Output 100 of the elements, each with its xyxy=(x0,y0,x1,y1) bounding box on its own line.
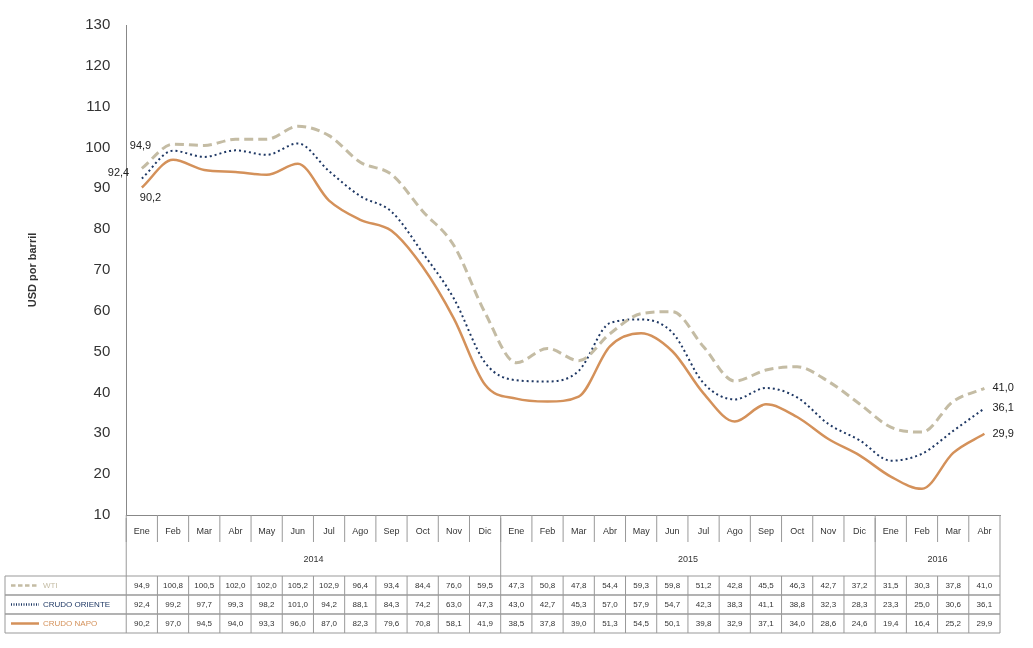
data-label: 38,5 xyxy=(508,618,525,628)
data-label: 38,8 xyxy=(789,599,806,609)
data-label: 43,0 xyxy=(508,599,525,609)
data-label: 54,4 xyxy=(602,580,619,590)
y-tick-label: 60 xyxy=(93,300,111,318)
data-label: 31,5 xyxy=(882,580,900,590)
y-tick-label: 20 xyxy=(93,464,111,482)
data-label: 58,1 xyxy=(446,618,463,628)
y-tick-label: 90 xyxy=(93,178,111,196)
data-label: 79,6 xyxy=(383,618,400,628)
x-tick-label: Ene xyxy=(133,526,150,537)
data-label: 19,4 xyxy=(882,618,900,628)
y-tick-label: 120 xyxy=(85,55,111,73)
data-label: 100,8 xyxy=(163,580,184,590)
data-label: 74,2 xyxy=(414,599,432,609)
y-tick-label: 30 xyxy=(93,423,111,441)
x-tick-label: Abr xyxy=(602,526,617,537)
data-label: 30,6 xyxy=(945,599,962,609)
data-label: 93,4 xyxy=(383,580,400,590)
text: 90,2 xyxy=(139,190,162,203)
data-label: 41,0 xyxy=(976,580,993,590)
data-label: 98,2 xyxy=(258,599,275,609)
text: 36,1 xyxy=(992,401,1014,414)
data-label: 94,0 xyxy=(227,618,244,628)
text: 92,4 xyxy=(107,165,130,178)
data-label: 45,5 xyxy=(758,580,775,590)
data-label: 94,5 xyxy=(196,618,213,628)
data-label: 90,2 xyxy=(134,618,151,628)
x-tick-label: Mar xyxy=(196,526,212,537)
data-label: 102,9 xyxy=(319,580,340,590)
data-label: 42,3 xyxy=(695,599,712,609)
data-label: 84,3 xyxy=(383,599,400,609)
data-label: 63,0 xyxy=(446,599,463,609)
text: 41,0 xyxy=(992,381,1014,394)
x-tick-label: Mar xyxy=(945,526,961,537)
x-tick-label: Dic xyxy=(853,526,867,537)
data-label: 57,0 xyxy=(602,599,619,609)
data-label: 47,3 xyxy=(477,599,494,609)
x-tick-label: Nov xyxy=(820,526,837,537)
data-label: 32,3 xyxy=(820,599,837,609)
x-tick-label: Sep xyxy=(383,526,400,537)
data-label: 47,8 xyxy=(570,580,588,590)
data-label: 101,0 xyxy=(287,599,309,609)
y-axis-title: USD por barril xyxy=(25,232,38,308)
data-label: 51,3 xyxy=(602,618,619,628)
x-tick-label: Dic xyxy=(478,526,493,537)
data-label: 28,3 xyxy=(851,599,868,609)
data-label: 100,5 xyxy=(194,580,215,590)
x-tick-label: Oct xyxy=(415,526,431,537)
y-tick-label: 80 xyxy=(93,219,111,237)
x-tick-label: Oct xyxy=(790,526,805,537)
x-tick-label: May xyxy=(632,526,651,537)
data-label: 30,3 xyxy=(914,580,931,590)
data-label: 36,1 xyxy=(976,599,993,609)
data-label: 28,6 xyxy=(820,618,837,628)
data-label: 50,8 xyxy=(539,580,556,590)
data-label: 39,8 xyxy=(695,618,712,628)
y-tick-label: 110 xyxy=(86,96,111,114)
data-label: 38,3 xyxy=(726,599,744,609)
x-tick-label: Feb xyxy=(539,526,556,537)
legend-label: CRUDO NAPO xyxy=(43,618,98,628)
data-label: 39,0 xyxy=(570,618,588,628)
data-label: 102,0 xyxy=(225,580,246,590)
data-label: 45,3 xyxy=(570,599,588,609)
data-label: 57,9 xyxy=(633,599,650,609)
data-label: 25,0 xyxy=(914,599,931,609)
x-tick-label: Ene xyxy=(508,526,525,537)
data-label: 42,7 xyxy=(820,580,837,590)
data-label: 50,1 xyxy=(664,618,681,628)
y-tick-label: 10 xyxy=(93,505,111,523)
y-tick-label: 40 xyxy=(93,382,111,400)
data-label: 93,3 xyxy=(258,618,275,628)
data-label: 97,0 xyxy=(165,618,182,628)
data-label: 88,1 xyxy=(352,599,369,609)
x-tick-label: Abr xyxy=(228,526,243,537)
text: 2014 xyxy=(303,554,324,565)
x-tick-label: Jul xyxy=(697,526,710,537)
text: 2016 xyxy=(927,554,948,565)
x-tick-label: Abr xyxy=(977,526,992,537)
data-label: 34,0 xyxy=(789,618,806,628)
data-label: 51,2 xyxy=(695,580,712,590)
data-label: 82,3 xyxy=(352,618,369,628)
x-tick-label: Feb xyxy=(914,526,930,537)
x-tick-label: Jun xyxy=(290,526,306,537)
data-label: 47,3 xyxy=(508,580,525,590)
data-label: 46,3 xyxy=(789,580,806,590)
legend-label: WTI xyxy=(43,580,58,590)
data-label: 76,0 xyxy=(446,580,463,590)
data-label: 42,7 xyxy=(539,599,556,609)
data-label: 41,1 xyxy=(758,599,775,609)
y-tick-label: 130 xyxy=(85,15,111,33)
x-tick-label: Mar xyxy=(570,526,587,537)
data-label: 94,9 xyxy=(134,580,151,590)
data-label: 92,4 xyxy=(134,599,151,609)
text: 94,9 xyxy=(129,139,152,152)
x-tick-label: Sep xyxy=(757,526,774,537)
x-tick-label: Nov xyxy=(445,526,463,537)
text: 2015 xyxy=(677,554,698,565)
data-label: 37,1 xyxy=(758,618,775,628)
data-label: 54,7 xyxy=(664,599,681,609)
